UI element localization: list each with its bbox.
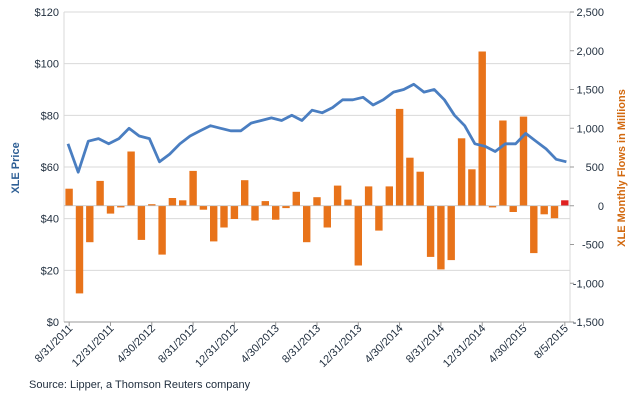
x-tick-label: 12/31/2013 — [317, 323, 364, 370]
flow-bar — [457, 138, 466, 206]
x-tick-label: 4/30/2014 — [363, 323, 406, 366]
left-tick-label: $100 — [35, 59, 59, 71]
flow-bar — [385, 186, 393, 206]
flow-bar — [261, 201, 269, 206]
x-tick-label: 12/31/2011 — [70, 323, 117, 370]
gridlines — [63, 11, 571, 322]
left-tick-label: $80 — [41, 110, 59, 122]
flow-bar — [199, 205, 208, 210]
left-tick-label: $40 — [41, 214, 59, 226]
right-tick-label: 500 — [586, 162, 604, 174]
flow-bar — [488, 205, 497, 208]
right-tick-label: 2,500 — [576, 7, 604, 19]
flow-bar — [230, 205, 239, 219]
left-tick-label: $120 — [35, 7, 59, 19]
flow-bar — [158, 205, 166, 255]
flow-bar — [137, 205, 146, 240]
flow-bar — [220, 205, 228, 228]
left-axis-label: XLE Price — [10, 142, 22, 193]
flow-bar — [509, 205, 517, 212]
flow-bar — [303, 205, 311, 243]
flow-bar — [406, 157, 414, 206]
flow-bar — [65, 188, 73, 206]
flow-bar — [447, 205, 455, 261]
flow-bar — [468, 169, 476, 206]
x-tick-label: 8/31/2012 — [156, 323, 199, 366]
flow-bar — [561, 200, 569, 206]
flow-bar — [375, 205, 383, 231]
flow-bar — [333, 185, 342, 206]
flow-bar — [364, 186, 373, 206]
flow-bar — [426, 205, 435, 257]
flow-bar — [416, 171, 424, 206]
right-axis-label: XLE Monthly Flows in Millions — [616, 89, 628, 247]
right-tick-label: 2,000 — [576, 46, 604, 58]
flow-bar — [344, 199, 352, 206]
flow-bar — [251, 205, 259, 221]
x-tick-label: 8/5/2015 — [532, 323, 571, 362]
right-tick-label: 1,500 — [576, 85, 604, 97]
x-tick-label: 12/31/2014 — [441, 323, 488, 370]
x-tick-label: 8/31/2014 — [404, 323, 447, 366]
flow-bar — [550, 205, 559, 219]
flow-bar — [106, 205, 115, 214]
price-line — [66, 82, 567, 174]
flow-bar — [210, 205, 218, 242]
flow-bar — [292, 191, 300, 206]
flow-bar — [127, 151, 135, 206]
right-tick-label: -1,500 — [573, 317, 604, 329]
x-tick-label: 12/31/2012 — [193, 323, 240, 370]
flow-bar — [354, 205, 362, 266]
flow-bar — [179, 200, 187, 206]
flow-bar — [189, 170, 197, 206]
source-note: Source: Lipper, a Thomson Reuters compan… — [29, 379, 251, 391]
flow-bar — [395, 108, 404, 206]
right-axis-ticks: -1,500 -1,000 -500 0 500 1,000 1,500 2,000 2,500 — [570, 7, 604, 329]
flow-bar — [519, 116, 528, 206]
flow-bar — [499, 120, 507, 206]
right-tick-label: 0 — [598, 201, 604, 213]
flow-bar — [478, 51, 486, 206]
flow-bar — [117, 205, 125, 208]
x-tick-label: 4/30/2012 — [115, 323, 158, 366]
flow-bar — [282, 205, 290, 209]
flow-bar — [241, 180, 249, 206]
flow-bar — [272, 205, 280, 220]
right-tick-label: -500 — [582, 240, 604, 252]
x-tick-label: 4/30/2013 — [239, 323, 282, 366]
left-tick-label: $0 — [47, 317, 59, 329]
flow-bar — [86, 205, 94, 243]
x-tick-label: 8/31/2011 — [33, 323, 76, 366]
x-axis-ticks: 8/31/201112/31/20114/30/20128/31/201212/… — [33, 322, 571, 370]
flow-bar — [313, 197, 321, 206]
flow-bar — [437, 205, 445, 270]
flow-bar — [96, 180, 104, 206]
left-tick-label: $20 — [41, 265, 59, 277]
left-tick-label: $60 — [41, 162, 59, 174]
flow-bar — [530, 205, 538, 254]
flow-bar — [540, 205, 548, 215]
x-tick-label: 4/30/2015 — [487, 323, 530, 366]
flow-bar — [168, 198, 177, 206]
flow-bar — [75, 205, 84, 294]
flow-bar — [323, 205, 331, 228]
right-tick-label: -1,000 — [573, 278, 604, 290]
left-axis-ticks: $0 $20 $40 $60 $80 $100 $120 — [35, 7, 59, 329]
x-tick-label: 8/31/2013 — [280, 323, 323, 366]
flow-bar — [148, 204, 156, 206]
right-tick-label: 1,000 — [576, 123, 604, 135]
flow-bars — [64, 51, 570, 294]
